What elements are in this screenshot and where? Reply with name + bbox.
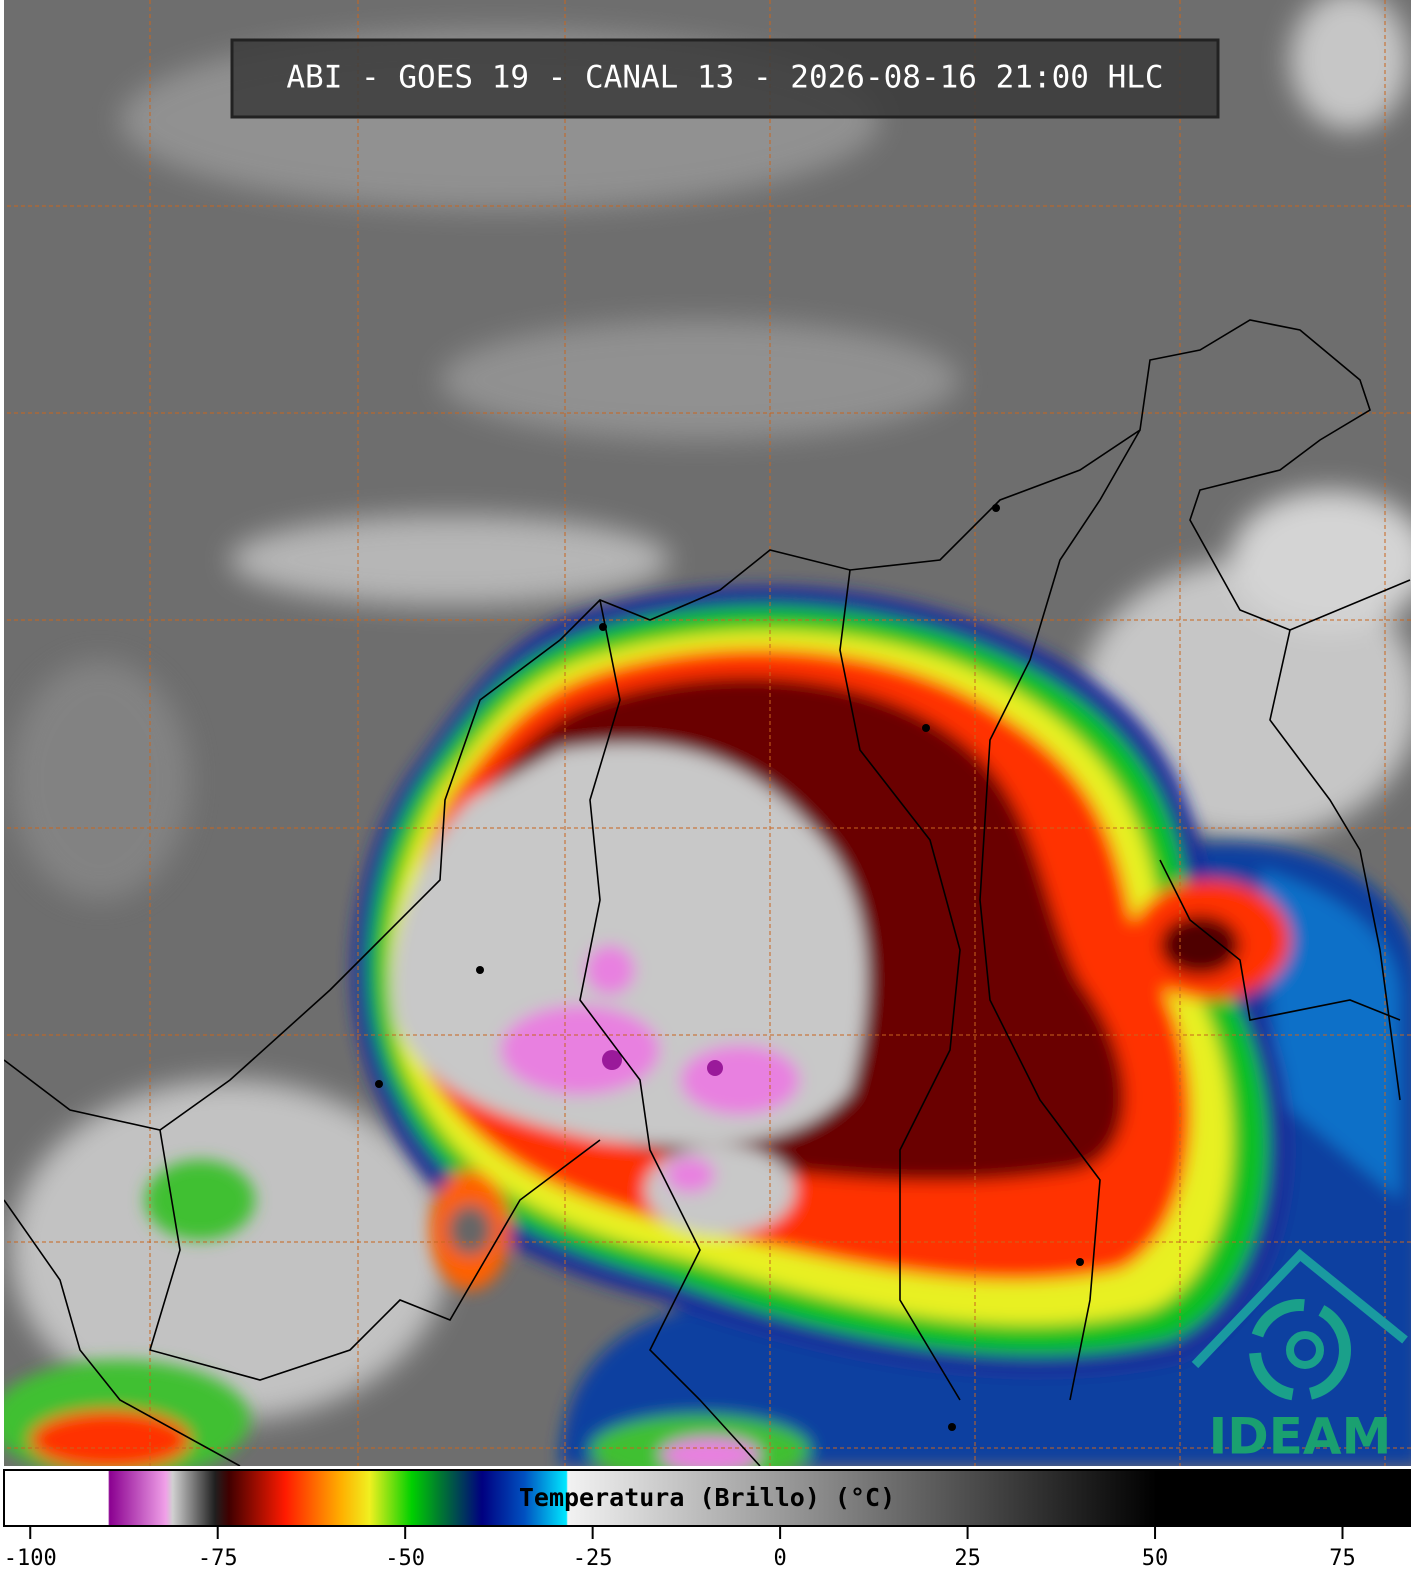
tick-label: -100 <box>4 1546 57 1571</box>
colorbar-label: Temperatura (Brillo) (°C) <box>519 1483 895 1512</box>
title: ABI - GOES 19 - CANAL 13 - 2026-08-16 21… <box>286 60 1163 96</box>
title-box <box>230 38 1220 119</box>
logo-text: IDEAM <box>1209 1408 1392 1466</box>
tick-label: 50 <box>1142 1546 1169 1571</box>
logo: IDEAM <box>1191 1248 1408 1466</box>
tick-label: 0 <box>773 1546 786 1571</box>
tick-label: 25 <box>954 1546 981 1571</box>
boundaries <box>4 319 1411 1466</box>
tick-label: 75 <box>1329 1546 1356 1571</box>
tick-label: -75 <box>198 1546 238 1571</box>
tick-label: -25 <box>573 1546 613 1571</box>
graticule <box>4 0 1411 1466</box>
colorbar <box>3 1469 1411 1527</box>
tick-label: -50 <box>385 1546 425 1571</box>
satellite-image <box>4 0 1411 1466</box>
